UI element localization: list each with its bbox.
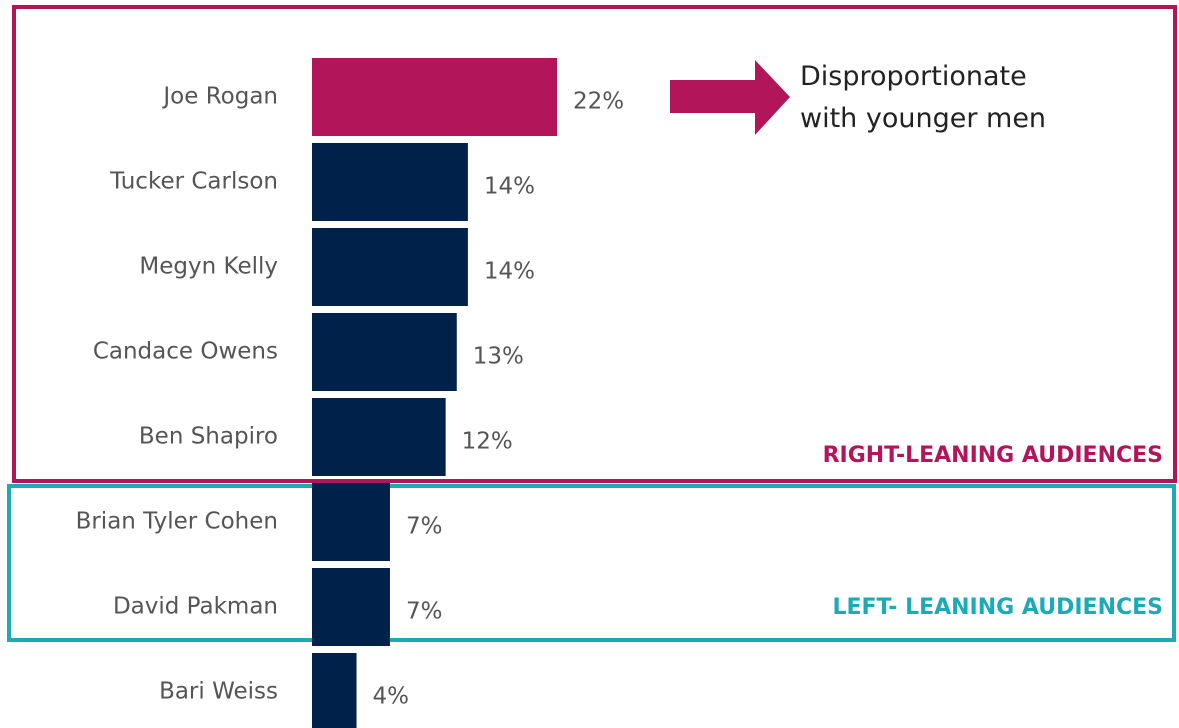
- value-label: 4%: [373, 684, 410, 710]
- bar: [312, 58, 557, 136]
- category-label: Brian Tyler Cohen: [76, 509, 278, 535]
- category-label: Tucker Carlson: [109, 169, 278, 195]
- value-label: 14%: [484, 174, 535, 200]
- right-group-box: [12, 5, 1177, 483]
- bar: [312, 398, 446, 476]
- category-label: Candace Owens: [93, 339, 278, 365]
- category-label: Joe Rogan: [161, 84, 278, 110]
- bar: [312, 313, 457, 391]
- category-label: Ben Shapiro: [139, 424, 278, 450]
- category-label: Bari Weiss: [159, 679, 278, 705]
- category-label: Megyn Kelly: [139, 254, 278, 280]
- value-label: 14%: [484, 259, 535, 285]
- bar: [312, 483, 390, 561]
- group-label: RIGHT-LEANING AUDIENCES: [823, 443, 1163, 468]
- value-label: 7%: [406, 514, 443, 540]
- annotation-arrow: [670, 60, 790, 135]
- value-label: 13%: [473, 344, 524, 370]
- bar: [312, 653, 357, 728]
- bar: [312, 568, 390, 646]
- bar: [312, 228, 468, 306]
- value-label: 12%: [462, 429, 513, 455]
- value-label: 7%: [406, 599, 443, 625]
- category-label: David Pakman: [113, 594, 278, 620]
- left-group-box: [7, 484, 1176, 642]
- value-label: 22%: [573, 89, 624, 115]
- bar: [312, 143, 468, 221]
- annotation: Disproportionate with younger men: [800, 61, 1047, 134]
- group-label: LEFT- LEANING AUDIENCES: [832, 595, 1163, 620]
